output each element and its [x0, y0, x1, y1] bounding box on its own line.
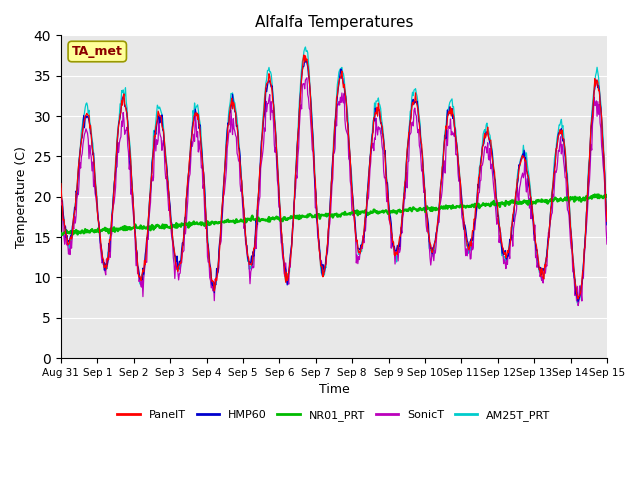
X-axis label: Time: Time: [319, 383, 349, 396]
Title: Alfalfa Temperatures: Alfalfa Temperatures: [255, 15, 413, 30]
Legend: PanelT, HMP60, NR01_PRT, SonicT, AM25T_PRT: PanelT, HMP60, NR01_PRT, SonicT, AM25T_P…: [113, 406, 555, 425]
Y-axis label: Temperature (C): Temperature (C): [15, 146, 28, 248]
Text: TA_met: TA_met: [72, 45, 123, 58]
